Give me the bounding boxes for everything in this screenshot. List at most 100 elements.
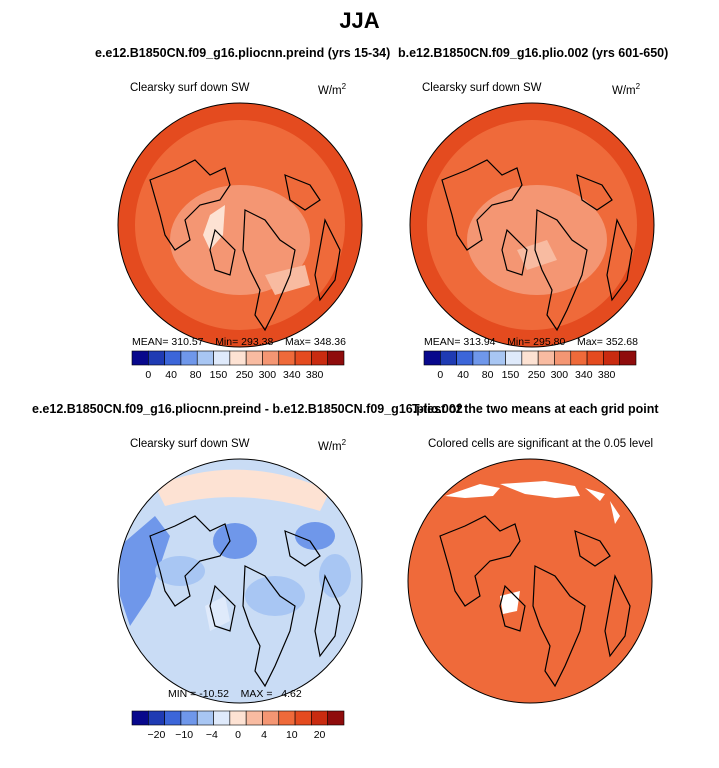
panel-4-map-fill: [408, 459, 652, 703]
panel-4-coastline: [439, 515, 631, 688]
colorbar-tick-label: 20: [314, 729, 326, 741]
colorbar-tick-label: 300: [551, 369, 569, 381]
colorbar-tick-label: 340: [283, 369, 301, 381]
panel-3-map-fill: [118, 459, 362, 703]
colorbar-swatch: [196, 350, 214, 366]
panel-1-light-patch: [203, 205, 225, 250]
colorbar-tick-label: 0: [437, 369, 443, 381]
colorbar-swatch: [603, 350, 620, 366]
colorbar-swatch: [619, 350, 637, 366]
colorbar-swatch: [278, 710, 296, 726]
colorbar-swatch: [148, 710, 165, 726]
panel-1-polar-map: [117, 102, 363, 348]
panel-3-blue-blob-1: [213, 523, 257, 559]
colorbar-swatch: [488, 350, 506, 366]
colorbar-tick-label: 380: [598, 369, 616, 381]
colorbar-tick-label: −4: [206, 729, 218, 741]
colorbar-swatch: [131, 350, 149, 366]
colorbar-tick-label: 380: [306, 369, 324, 381]
panel-2-variable: Clearsky surf down SW: [422, 82, 542, 94]
colorbar-swatch: [164, 350, 182, 366]
colorbar-swatch: [213, 710, 231, 726]
panel-3-left-blue-band: [120, 516, 170, 626]
panel-2-polar-map: [409, 102, 655, 348]
panel-3-units: W/m2: [318, 438, 347, 453]
colorbar-tick-label: 150: [210, 369, 228, 381]
panel-1-stats: MEAN= 310.57 Min= 293.38 Max= 348.36: [132, 336, 346, 348]
colorbar-tick-label: 150: [502, 369, 520, 381]
colorbar-tick-label: −20: [148, 729, 166, 741]
colorbar-swatch: [245, 350, 263, 366]
panel-2-title: b.e12.B1850CN.f09_g16.plio.002 (yrs 601-…: [398, 46, 669, 60]
colorbar-tick-label: 80: [190, 369, 202, 381]
panel-3-blue-blob-2: [295, 522, 335, 550]
colorbar-swatch: [505, 350, 523, 366]
panel-4-insignificant-cells: [445, 481, 620, 524]
colorbar-swatch: [570, 350, 588, 366]
panel-1-title: e.e12.B1850CN.f09_g16.pliocnn.preind (yr…: [95, 46, 391, 60]
panel-3-top-warm-band: [155, 469, 330, 511]
colorbar-tick-label: 250: [528, 369, 546, 381]
colorbar-swatch: [229, 710, 247, 726]
panel-2-stats: MEAN= 313.94 Min= 295.80 Max= 352.68: [424, 336, 638, 348]
colorbar-swatch: [554, 350, 572, 366]
colorbar-swatch: [537, 350, 555, 366]
panel-2-units: W/m2: [612, 82, 641, 97]
colorbar-tick-label: 0: [235, 729, 241, 741]
panel-3-variable: Clearsky surf down SW: [130, 438, 250, 450]
colorbar-swatch: [213, 350, 231, 366]
colorbar-swatch: [148, 350, 165, 366]
colorbar-swatch: [164, 710, 182, 726]
colorbar-swatch: [586, 350, 604, 366]
panel-3-light-patch: [205, 596, 230, 631]
colorbar-swatch: [180, 350, 198, 366]
panel-3-blue-blob-3: [319, 554, 351, 598]
panel-1-central-region: [170, 185, 310, 295]
colorbar-tick-label: 0: [145, 369, 151, 381]
panel-1-coastline: [149, 159, 341, 332]
panel-1-variable: Clearsky surf down SW: [130, 82, 250, 94]
panel-4-title: T-test of the two means at each grid poi…: [412, 402, 659, 416]
panel-3-blue-blob-5: [155, 556, 205, 586]
colorbar-swatch: [180, 710, 198, 726]
colorbar-swatch: [327, 710, 345, 726]
panel-3-colorbar: −20 −10 −4 0 4 10 20: [131, 710, 345, 741]
colorbar-swatch: [245, 710, 263, 726]
colorbar-swatch: [440, 350, 457, 366]
colorbar-swatch: [327, 350, 345, 366]
panel-3-stats: MIN = -10.52 MAX = 4.62: [168, 688, 302, 700]
panel-2-central-region: [467, 185, 607, 295]
colorbar-tick-label: 4: [261, 729, 267, 741]
colorbar-tick-label: 10: [286, 729, 298, 741]
panel-2-coastline: [441, 159, 633, 332]
colorbar-swatch: [456, 350, 474, 366]
colorbar-swatch: [311, 710, 328, 726]
colorbar-swatch: [311, 350, 328, 366]
panel-1-units: W/m2: [318, 82, 347, 97]
colorbar-swatch: [196, 710, 214, 726]
panel-2-colorbar: 0 40 80 150 250 300 340 380: [423, 350, 637, 381]
colorbar-swatch: [262, 710, 280, 726]
colorbar-tick-label: 80: [482, 369, 494, 381]
colorbar-swatch: [278, 350, 296, 366]
colorbar-tick-label: 340: [575, 369, 593, 381]
colorbar-swatch: [423, 350, 441, 366]
panel-3-coastline: [149, 515, 341, 688]
colorbar-tick-label: 40: [165, 369, 177, 381]
colorbar-swatch: [262, 350, 280, 366]
main-title: JJA: [339, 8, 380, 33]
colorbar-swatch: [294, 710, 312, 726]
panel-3-title: e.e12.B1850CN.f09_g16.pliocnn.preind - b…: [32, 402, 463, 416]
panel-3-blue-blob-4: [245, 576, 305, 616]
colorbar-tick-label: 250: [236, 369, 254, 381]
colorbar-swatch: [131, 710, 149, 726]
panel-4-note: Colored cells are significant at the 0.0…: [428, 438, 654, 450]
colorbar-tick-label: 300: [259, 369, 277, 381]
colorbar-swatch: [521, 350, 539, 366]
panel-1-colorbar: 0 40 80 150 250 300 340 380: [131, 350, 345, 381]
colorbar-tick-label: 40: [457, 369, 469, 381]
colorbar-swatch: [229, 350, 247, 366]
panel-3-polar-map: [117, 458, 363, 704]
colorbar-swatch: [294, 350, 312, 366]
colorbar-tick-label: −10: [175, 729, 193, 741]
